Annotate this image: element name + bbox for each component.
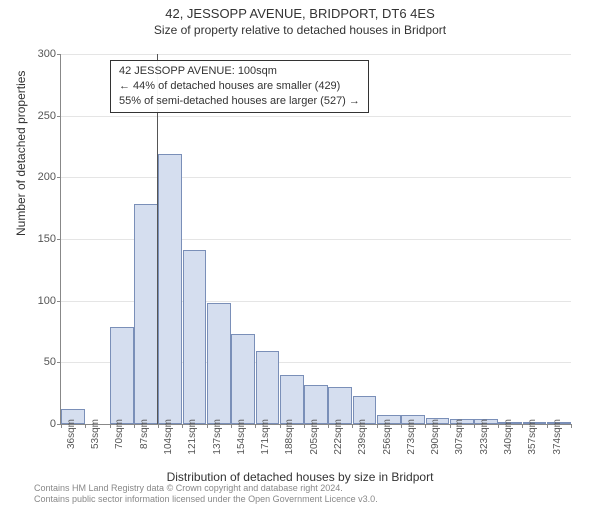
info-line-3: 55% of semi-detached houses are larger (… — [119, 94, 360, 109]
ytick-label: 100 — [38, 295, 56, 307]
xtick-label: 256sqm — [382, 419, 393, 455]
xtick-label: 137sqm — [212, 419, 223, 455]
ytick-mark — [57, 54, 61, 55]
xtick-label: 188sqm — [284, 419, 295, 455]
chart-container: 42, JESSOPP AVENUE, BRIDPORT, DT6 4ES Si… — [0, 6, 600, 506]
xtick-mark — [547, 424, 548, 428]
xtick-mark — [207, 424, 208, 428]
ytick-mark — [57, 177, 61, 178]
xtick-label: 357sqm — [527, 419, 538, 455]
xtick-label: 121sqm — [187, 419, 198, 455]
xtick-mark — [425, 424, 426, 428]
gridline — [61, 116, 571, 117]
ytick-mark — [57, 116, 61, 117]
xtick-mark — [474, 424, 475, 428]
xtick-mark — [231, 424, 232, 428]
histogram-bar — [183, 250, 207, 424]
histogram-bar — [134, 204, 158, 424]
xtick-mark — [352, 424, 353, 428]
info-line-2: ← 44% of detached houses are smaller (42… — [119, 79, 360, 94]
histogram-bar — [256, 351, 280, 424]
gridline — [61, 54, 571, 55]
xtick-label: 154sqm — [236, 419, 247, 455]
ytick-label: 150 — [38, 233, 56, 245]
footer-attribution: Contains HM Land Registry data © Crown c… — [34, 483, 378, 504]
ytick-label: 300 — [38, 48, 56, 60]
histogram-bar — [231, 334, 255, 424]
ytick-label: 50 — [44, 356, 56, 368]
xtick-mark — [498, 424, 499, 428]
xtick-mark — [85, 424, 86, 428]
footer-line-1: Contains HM Land Registry data © Crown c… — [34, 483, 378, 493]
xtick-mark — [571, 424, 572, 428]
xtick-mark — [377, 424, 378, 428]
xtick-mark — [158, 424, 159, 428]
xtick-label: 53sqm — [90, 419, 101, 449]
xtick-label: 374sqm — [552, 419, 563, 455]
xtick-label: 104sqm — [163, 419, 174, 455]
xtick-label: 323sqm — [479, 419, 490, 455]
chart-subtitle: Size of property relative to detached ho… — [0, 23, 600, 37]
xtick-mark — [522, 424, 523, 428]
gridline — [61, 177, 571, 178]
xtick-mark — [328, 424, 329, 428]
ytick-label: 0 — [50, 418, 56, 430]
xtick-label: 171sqm — [260, 419, 271, 455]
xtick-mark — [304, 424, 305, 428]
xtick-label: 290sqm — [430, 419, 441, 455]
histogram-bar — [280, 375, 304, 424]
xtick-label: 307sqm — [454, 419, 465, 455]
histogram-bar — [207, 303, 231, 424]
xtick-mark — [110, 424, 111, 428]
y-axis-label: Number of detached properties — [14, 71, 28, 236]
xtick-label: 340sqm — [503, 419, 514, 455]
x-axis-label: Distribution of detached houses by size … — [0, 470, 600, 484]
xtick-label: 36sqm — [66, 419, 77, 449]
xtick-label: 239sqm — [357, 419, 368, 455]
xtick-label: 70sqm — [114, 419, 125, 449]
ytick-mark — [57, 301, 61, 302]
xtick-mark — [450, 424, 451, 428]
ytick-mark — [57, 362, 61, 363]
ytick-mark — [57, 239, 61, 240]
info-box: 42 JESSOPP AVENUE: 100sqm ← 44% of detac… — [110, 60, 369, 113]
xtick-label: 205sqm — [309, 419, 320, 455]
xtick-label: 222sqm — [333, 419, 344, 455]
footer-line-2: Contains public sector information licen… — [34, 494, 378, 504]
xtick-mark — [134, 424, 135, 428]
xtick-mark — [61, 424, 62, 428]
xtick-mark — [182, 424, 183, 428]
histogram-bar — [158, 154, 182, 424]
xtick-label: 273sqm — [406, 419, 417, 455]
xtick-label: 87sqm — [139, 419, 150, 449]
chart-title: 42, JESSOPP AVENUE, BRIDPORT, DT6 4ES — [0, 6, 600, 21]
info-line-1: 42 JESSOPP AVENUE: 100sqm — [119, 64, 360, 79]
xtick-mark — [255, 424, 256, 428]
ytick-label: 250 — [38, 110, 56, 122]
xtick-mark — [401, 424, 402, 428]
histogram-bar — [110, 327, 134, 424]
xtick-mark — [280, 424, 281, 428]
ytick-label: 200 — [38, 171, 56, 183]
